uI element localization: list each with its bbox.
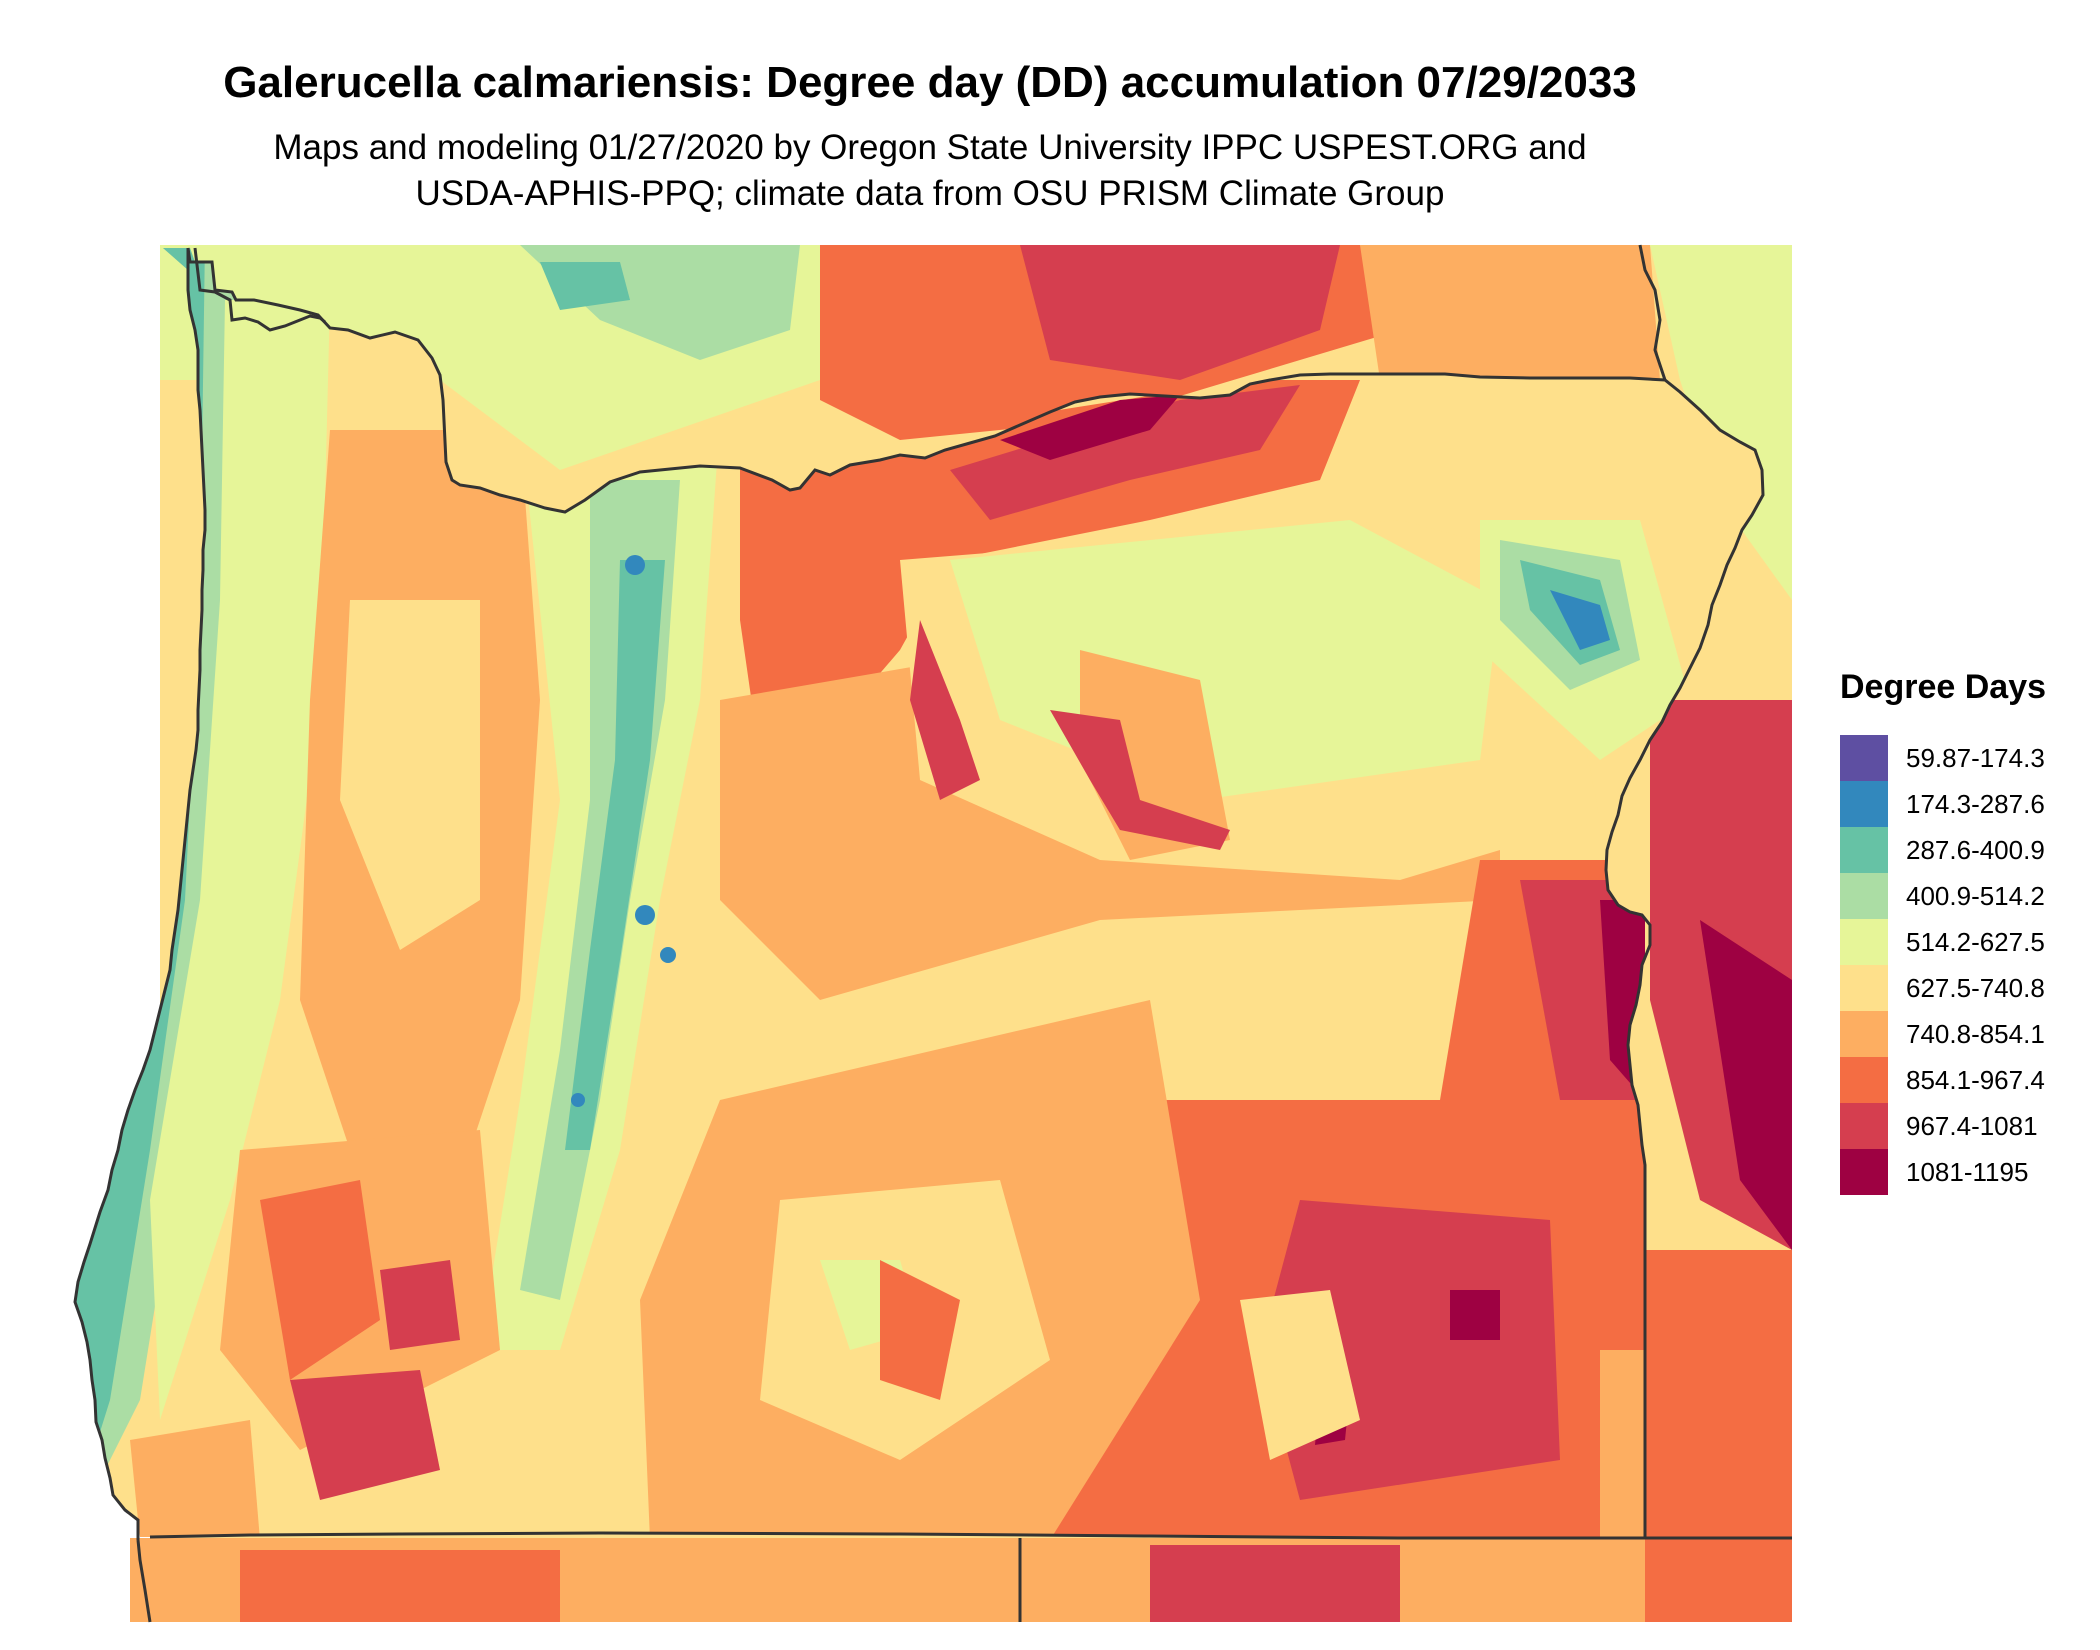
legend-label: 174.3-287.6 — [1906, 789, 2045, 819]
legend-item: 400.9-514.2 — [1840, 873, 2090, 919]
legend-label: 967.4-1081 — [1906, 1111, 2038, 1141]
legend-item: 854.1-967.4 — [1840, 1057, 2090, 1103]
legend-item: 514.2-627.5 — [1840, 919, 2090, 965]
legend-swatch — [1840, 873, 1888, 919]
legend-swatch — [1840, 1011, 1888, 1057]
legend-items: 59.87-174.3 174.3-287.6 287.6-400.9 400.9-5… — [1840, 735, 2090, 1195]
legend-swatch — [1840, 827, 1888, 873]
legend-label: 59.87-174.3 — [1906, 743, 2045, 773]
legend-item: 967.4-1081 — [1840, 1103, 2090, 1149]
map-subtitle-line2: USDA-APHIS-PPQ; climate data from OSU PR… — [415, 174, 1445, 213]
legend-item: 287.6-400.9 — [1840, 827, 2090, 873]
legend-label: 854.1-967.4 — [1906, 1065, 2045, 1095]
legend-label: 627.5-740.8 — [1906, 973, 2045, 1003]
legend-label: 1081-1195 — [1906, 1157, 2029, 1187]
legend-item: 627.5-740.8 — [1840, 965, 2090, 1011]
legend-swatch — [1840, 919, 1888, 965]
legend-item: 740.8-854.1 — [1840, 1011, 2090, 1057]
legend-swatch — [1840, 965, 1888, 1011]
legend-swatch — [1840, 1103, 1888, 1149]
legend-label: 514.2-627.5 — [1906, 927, 2045, 957]
legend-swatch — [1840, 735, 1888, 781]
legend-title: Degree Days — [1840, 668, 2047, 706]
legend-swatch — [1840, 1057, 1888, 1103]
legend-label: 740.8-854.1 — [1906, 1019, 2045, 1049]
map-title: Galerucella calmariensis: Degree day (DD… — [223, 58, 1637, 107]
legend-label: 400.9-514.2 — [1906, 881, 2045, 911]
legend-label: 287.6-400.9 — [1906, 835, 2045, 865]
legend: Degree Days 59.87-174.3 174.3-287.6 287.6-… — [1840, 668, 2090, 1195]
legend-item: 59.87-174.3 — [1840, 735, 2090, 781]
map-subtitle-line1: Maps and modeling 01/27/2020 by Oregon S… — [273, 128, 1587, 167]
legend-swatch — [1840, 781, 1888, 827]
legend-swatch — [1840, 1149, 1888, 1195]
legend-item: 174.3-287.6 — [1840, 781, 2090, 827]
legend-item: 1081-1195 — [1840, 1149, 2090, 1195]
